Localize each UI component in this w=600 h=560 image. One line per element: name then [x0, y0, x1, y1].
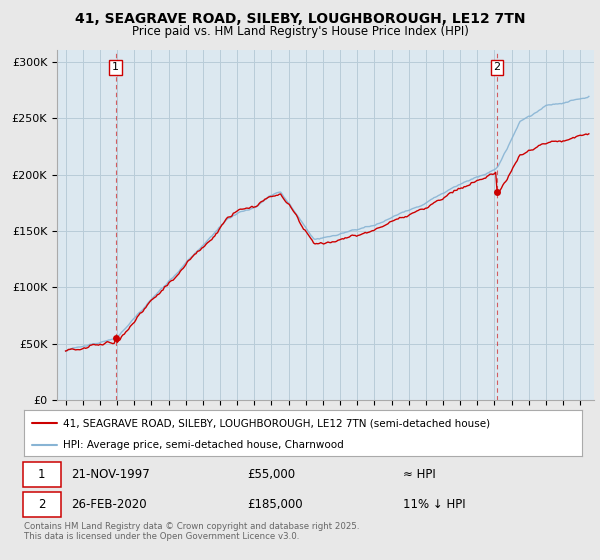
Text: 41, SEAGRAVE ROAD, SILEBY, LOUGHBOROUGH, LE12 7TN: 41, SEAGRAVE ROAD, SILEBY, LOUGHBOROUGH,… [75, 12, 525, 26]
Text: HPI: Average price, semi-detached house, Charnwood: HPI: Average price, semi-detached house,… [63, 440, 344, 450]
FancyBboxPatch shape [23, 492, 61, 517]
Text: 2: 2 [38, 498, 46, 511]
Text: £55,000: £55,000 [247, 468, 295, 481]
Text: 1: 1 [112, 62, 119, 72]
FancyBboxPatch shape [23, 461, 61, 487]
Text: Contains HM Land Registry data © Crown copyright and database right 2025.
This d: Contains HM Land Registry data © Crown c… [24, 522, 359, 542]
Text: £185,000: £185,000 [247, 498, 303, 511]
Text: 26-FEB-2020: 26-FEB-2020 [71, 498, 147, 511]
Text: 11% ↓ HPI: 11% ↓ HPI [403, 498, 466, 511]
Text: ≈ HPI: ≈ HPI [403, 468, 436, 481]
Text: 41, SEAGRAVE ROAD, SILEBY, LOUGHBOROUGH, LE12 7TN (semi-detached house): 41, SEAGRAVE ROAD, SILEBY, LOUGHBOROUGH,… [63, 418, 490, 428]
Text: 21-NOV-1997: 21-NOV-1997 [71, 468, 150, 481]
Text: 2: 2 [494, 62, 500, 72]
Text: 1: 1 [38, 468, 46, 481]
Text: Price paid vs. HM Land Registry's House Price Index (HPI): Price paid vs. HM Land Registry's House … [131, 25, 469, 38]
